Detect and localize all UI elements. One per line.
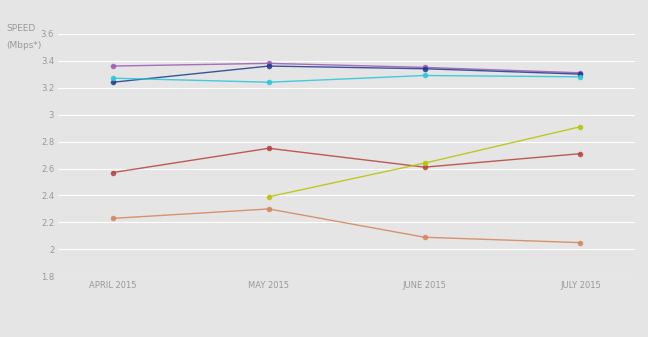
Text: (Mbps*): (Mbps*) bbox=[6, 41, 41, 50]
Text: SPEED: SPEED bbox=[6, 24, 36, 33]
